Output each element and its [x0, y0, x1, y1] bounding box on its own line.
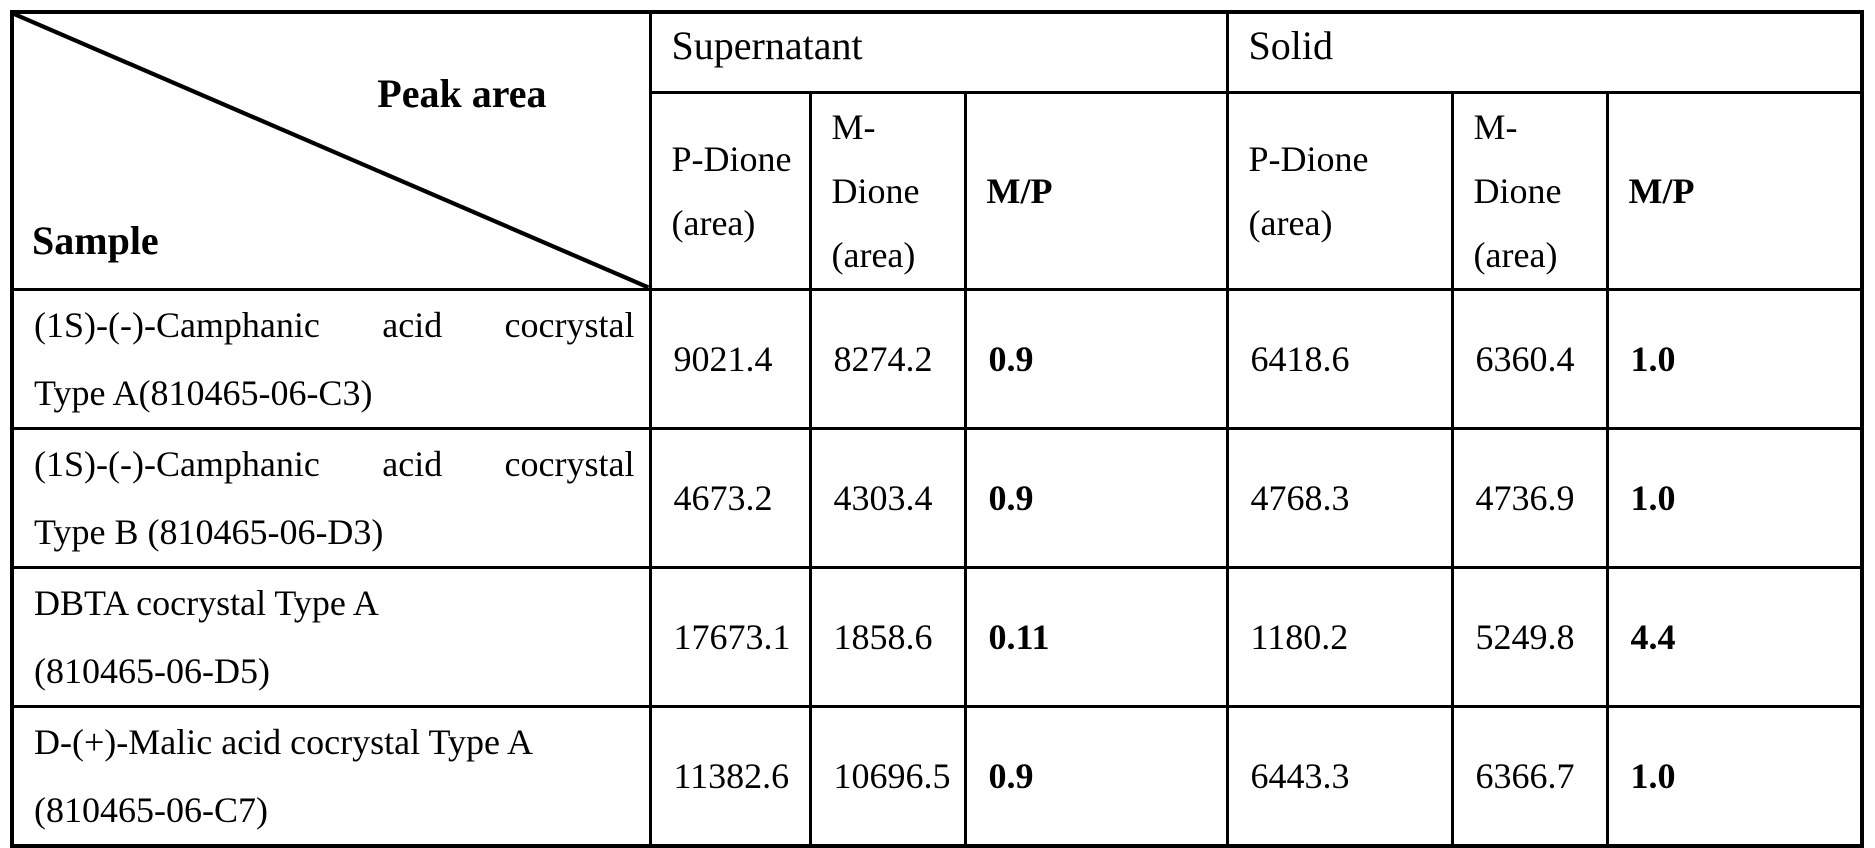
solid-p-dione-value: 4768.3 — [1225, 426, 1454, 569]
table-row: D-(+)-Malic acid cocrystal Type A (81046… — [10, 704, 1864, 847]
supernatant-mp-value: 0.9 — [963, 426, 1229, 569]
supernatant-p-dione-value: 17673.1 — [648, 565, 812, 708]
sample-cell: (1S)-(-)-Camphanic acid cocrystal Type B… — [10, 426, 652, 569]
solid-p-dione-value: 6443.3 — [1225, 704, 1454, 847]
corner-cell: Peak area Sample — [10, 10, 652, 291]
col-header-solid-m-dione: M-Dione (area) — [1450, 90, 1609, 291]
header-row-subcolumns: P-Dione (area) M-Dione (area) M/P P-Dion… — [12, 90, 1864, 291]
sample-name-line1: (1S)-(-)-Camphanic acid cocrystal — [34, 443, 635, 484]
solid-mp-value: 4.4 — [1605, 565, 1864, 708]
col-header-solid-p-dione: P-Dione (area) — [1225, 90, 1454, 291]
supernatant-m-dione-value: 8274.2 — [808, 287, 967, 430]
diagonal-line — [15, 15, 647, 286]
group-header-supernatant: Supernatant — [648, 10, 1229, 94]
solid-m-dione-value: 4736.9 — [1450, 426, 1609, 569]
col-header-solid-mp: M/P — [1605, 90, 1864, 291]
sample-name-line1: DBTA cocrystal Type A — [34, 582, 379, 623]
sample-name-line2: Type B (810465-06-D3) — [34, 511, 384, 552]
peak-area-table: Peak area Sample Supernatant Solid P-Dio… — [10, 10, 1865, 848]
group-header-solid: Solid — [1225, 10, 1864, 94]
supernatant-mp-value: 0.11 — [963, 565, 1229, 708]
supernatant-p-dione-value: 9021.4 — [648, 287, 812, 430]
sample-name-line2: (810465-06-C7) — [34, 789, 268, 830]
solid-mp-value: 1.0 — [1605, 704, 1864, 847]
col-header-supernatant-p-dione: P-Dione (area) — [648, 90, 812, 291]
solid-m-dione-value: 5249.8 — [1450, 565, 1609, 708]
table-row: (1S)-(-)-Camphanic acid cocrystal Type A… — [10, 287, 1864, 430]
supernatant-p-dione-value: 11382.6 — [648, 704, 812, 847]
table-row: (1S)-(-)-Camphanic acid cocrystal Type B… — [10, 426, 1864, 569]
supernatant-m-dione-value: 10696.5 — [808, 704, 967, 847]
sample-name-line2: Type A(810465-06-C3) — [34, 372, 373, 413]
solid-mp-value: 1.0 — [1605, 287, 1864, 430]
sample-name-line1: D-(+)-Malic acid cocrystal Type A — [34, 721, 533, 762]
supernatant-p-dione-value: 4673.2 — [648, 426, 812, 569]
supernatant-m-dione-value: 1858.6 — [808, 565, 967, 708]
sample-cell: DBTA cocrystal Type A (810465-06-D5) — [10, 565, 652, 708]
solid-m-dione-value: 6366.7 — [1450, 704, 1609, 847]
header-row-groups: Peak area Sample Supernatant Solid — [10, 10, 1864, 291]
sample-cell: (1S)-(-)-Camphanic acid cocrystal Type A… — [10, 287, 652, 430]
col-header-supernatant-mp: M/P — [963, 90, 1229, 291]
table-row: DBTA cocrystal Type A (810465-06-D5) 176… — [10, 565, 1864, 708]
corner-label-sample: Sample — [32, 217, 159, 263]
supernatant-mp-value: 0.9 — [963, 704, 1229, 847]
solid-p-dione-value: 1180.2 — [1225, 565, 1454, 708]
solid-mp-value: 1.0 — [1605, 426, 1864, 569]
supernatant-mp-value: 0.9 — [963, 287, 1229, 430]
solid-m-dione-value: 6360.4 — [1450, 287, 1609, 430]
solid-p-dione-value: 6418.6 — [1225, 287, 1454, 430]
sample-name-line1: (1S)-(-)-Camphanic acid cocrystal — [34, 304, 635, 345]
sample-name-line2: (810465-06-D5) — [34, 650, 270, 691]
corner-label-peak-area: Peak area — [377, 71, 547, 116]
col-header-supernatant-m-dione: M-Dione (area) — [808, 90, 967, 291]
sample-cell: D-(+)-Malic acid cocrystal Type A (81046… — [10, 704, 652, 847]
supernatant-m-dione-value: 4303.4 — [808, 426, 967, 569]
